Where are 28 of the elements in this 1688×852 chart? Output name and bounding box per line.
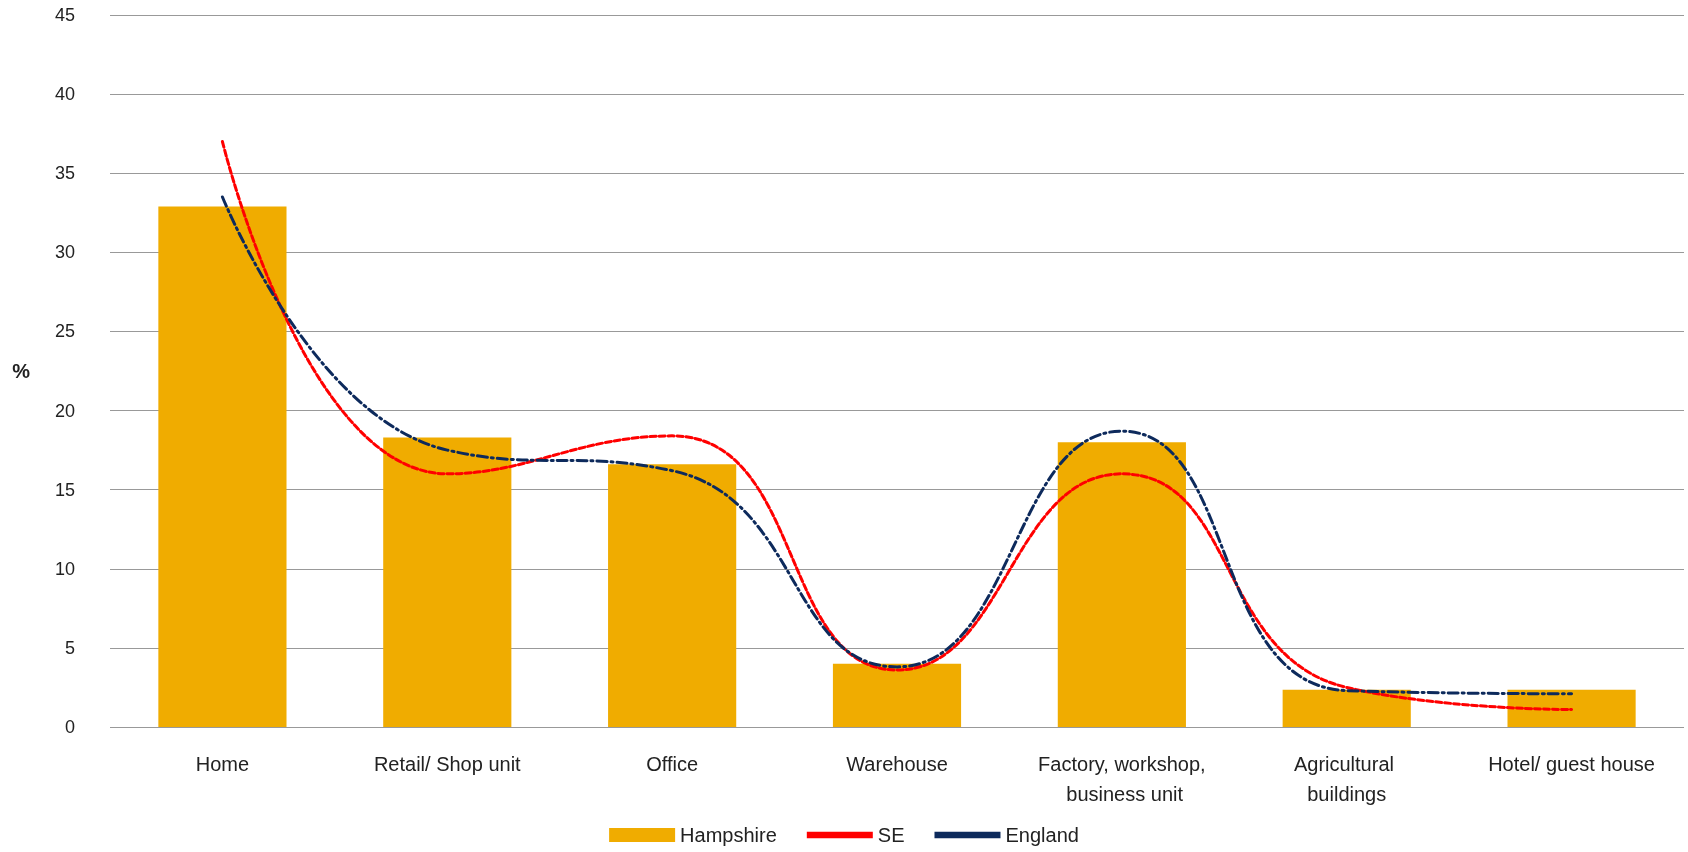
y-tick-label: 45	[54, 5, 75, 25]
legend-label: SE	[877, 824, 905, 846]
bar	[608, 464, 737, 727]
y-tick-label: 25	[54, 321, 75, 342]
x-tick-label: Factory, workshop, business unit	[1038, 753, 1206, 805]
y-tick-label: 10	[54, 558, 75, 579]
x-tick-label: Hotel/ guest house	[1488, 753, 1655, 775]
y-tick-label: 30	[54, 242, 75, 263]
y-tick-label: 35	[54, 163, 75, 184]
y-tick-label: 0	[64, 717, 75, 737]
y-tick-label: 20	[54, 400, 75, 421]
legend-label: England	[1005, 824, 1079, 846]
y-tick-label: 40	[54, 84, 75, 105]
bar	[832, 663, 962, 727]
bar	[1507, 689, 1636, 727]
x-tick-label: Agricultural buildings	[1293, 753, 1400, 805]
x-tick-label: Warehouse	[846, 753, 948, 775]
x-tick-label: Office	[646, 753, 699, 775]
y-tick-label: 5	[64, 637, 75, 658]
y-axis-title: %	[12, 360, 31, 382]
x-tick-label: Home	[195, 753, 250, 775]
legend-label: Hampshire	[680, 824, 777, 846]
bar	[158, 206, 287, 727]
bar	[1057, 442, 1186, 727]
bar	[383, 437, 512, 727]
bar	[1282, 689, 1411, 727]
y-tick-label: 15	[54, 479, 75, 500]
x-tick-label: Retail/ Shop unit	[373, 753, 522, 775]
